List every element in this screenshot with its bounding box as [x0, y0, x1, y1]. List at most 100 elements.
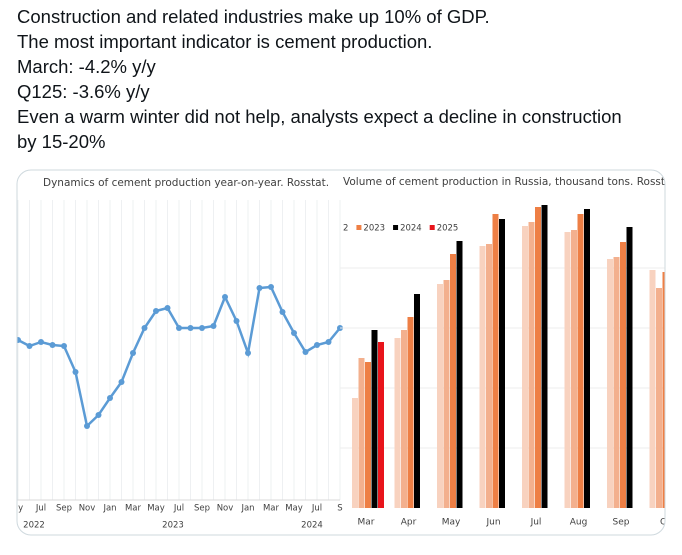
point [49, 342, 56, 348]
x-tick-label: Aug [570, 518, 588, 528]
chart-title: Dynamics of cement production year-on-ye… [43, 177, 329, 189]
bar [394, 338, 401, 508]
point [61, 343, 67, 349]
point [176, 325, 182, 331]
post-text: Q125: -3.6% y/y [17, 81, 150, 102]
bar [492, 214, 499, 508]
bar [486, 244, 492, 508]
x-tick-label: Jun [485, 518, 500, 528]
legend-swatch [356, 225, 362, 230]
point [130, 350, 136, 356]
x-tick-label: Apr [401, 518, 417, 528]
x-tick-label: O [660, 518, 667, 528]
point [268, 284, 274, 290]
bar [607, 259, 613, 508]
point [233, 318, 240, 324]
bar [535, 207, 541, 508]
bar [626, 227, 633, 508]
point [256, 285, 263, 291]
bar [656, 288, 662, 508]
year-label: 2023 [162, 521, 184, 531]
legend-label: 2025 [437, 224, 459, 234]
bar [662, 272, 665, 508]
bar [401, 330, 407, 508]
bar [365, 362, 371, 508]
legend-label: 2024 [400, 224, 422, 234]
bar [584, 209, 590, 508]
point [38, 339, 44, 345]
x-tick-label: Jul [35, 504, 46, 514]
x-tick-label: Nov [79, 504, 96, 514]
chart-title: Volume of cement production in Russia, t… [343, 176, 679, 188]
point [279, 309, 286, 315]
legend-label: 2 [343, 224, 348, 234]
point [245, 350, 251, 356]
legend-swatch [429, 225, 435, 230]
point [141, 325, 148, 331]
x-tick-label: S [337, 504, 342, 514]
point [84, 423, 90, 429]
point [291, 330, 297, 336]
point [325, 339, 332, 345]
bar [358, 358, 365, 508]
bar [479, 246, 486, 508]
x-tick-label: Mar [263, 504, 280, 514]
legend-label: 2023 [363, 224, 385, 234]
point [95, 412, 102, 418]
bar [378, 342, 384, 508]
x-tick-label: Sep [56, 504, 72, 514]
x-tick-label: May [442, 518, 461, 528]
point [164, 305, 171, 311]
x-tick-label: Sep [613, 518, 630, 528]
bar [371, 330, 378, 508]
x-tick-label: Jul [311, 504, 322, 514]
bar [613, 257, 620, 508]
year-label: 2024 [301, 521, 323, 531]
point [187, 325, 194, 331]
x-tick-label: Jan [102, 504, 116, 514]
bar [443, 280, 450, 508]
x-tick-label: May [147, 504, 165, 514]
legend-swatch [393, 225, 399, 230]
bar [528, 222, 535, 508]
year-label: 2022 [23, 521, 45, 531]
x-tick-label: Nov [217, 504, 234, 514]
bar [577, 214, 584, 508]
bar [414, 294, 420, 508]
post-text: by 15-20% [17, 131, 106, 152]
image-border [16, 169, 666, 536]
point [26, 343, 33, 349]
bar [456, 241, 463, 508]
point [222, 294, 228, 300]
bar [499, 219, 505, 508]
bar [352, 398, 358, 508]
point [210, 323, 217, 329]
x-tick-label: Jan [240, 504, 254, 514]
bar [437, 284, 443, 508]
point [153, 308, 159, 314]
bar [564, 232, 571, 508]
x-tick-label: ay [13, 504, 23, 514]
bar [571, 230, 577, 508]
post-text: Construction and related industries make… [17, 6, 490, 27]
bar [407, 317, 414, 508]
bar-chart: Mar Apr May Jun Jul Aug Sep O 2 2023 2024 2025 [340, 205, 667, 528]
post-text: The most important indicator is cement p… [17, 31, 433, 52]
point [199, 325, 205, 331]
x-tick-label: Mar [358, 518, 375, 528]
image-bg [17, 170, 665, 535]
x-tick-label: May [285, 504, 303, 514]
x-tick-label: Jul [173, 504, 184, 514]
x-tick-label: Jul [530, 518, 542, 528]
bar [522, 226, 528, 508]
post-text: Even a warm winter did not help, analyst… [17, 106, 622, 127]
point [314, 342, 320, 348]
point [72, 369, 79, 375]
bar [541, 205, 548, 508]
post-text: March: -4.2% y/y [17, 56, 156, 77]
point [118, 379, 125, 385]
x-tick-label: Sep [194, 504, 210, 514]
bar [450, 254, 456, 508]
